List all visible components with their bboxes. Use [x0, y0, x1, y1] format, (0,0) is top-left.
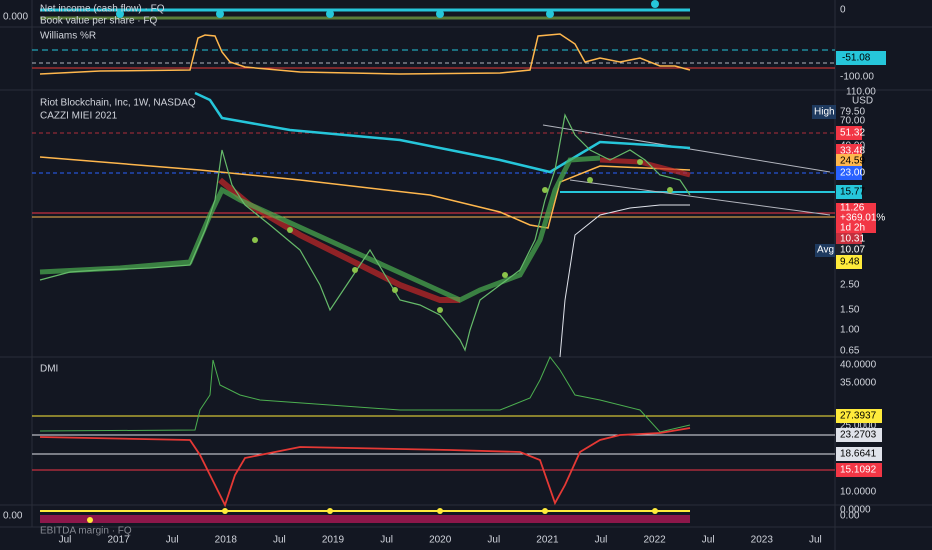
price-lines: [32, 91, 835, 358]
ebitda-left: 0.00: [3, 511, 23, 522]
right-axis-label: 0: [840, 5, 846, 16]
left-axis-label: 0.000: [3, 12, 28, 23]
ebitda-title: EBITDA margin · FQ: [40, 526, 132, 537]
williams-title: Williams %R: [40, 31, 96, 42]
ebitda-strip: [40, 508, 690, 523]
avg-label: Avg: [817, 245, 834, 256]
dmi-tick: 0.0000: [840, 505, 871, 516]
x-tick-label: Jul: [595, 535, 608, 546]
williams-lines: [32, 33, 835, 75]
x-tick-label: Jul: [59, 535, 72, 546]
dmi-tick: 35.0000: [840, 378, 877, 389]
fundamentals-strip: [40, 0, 690, 20]
net-income-label: Net income (cash flow) · FQ: [40, 4, 165, 15]
x-tick-label: 2019: [322, 535, 345, 546]
dmi-tag: 27.3937: [840, 411, 877, 422]
dmi-tick: 25.0000: [840, 421, 877, 432]
price-tick: 1.00: [840, 325, 860, 336]
symbol-title: Riot Blockchain, Inc, 1W, NASDAQ: [40, 98, 196, 109]
price-tick: 70.00: [840, 116, 865, 127]
x-tick-label: 2017: [107, 535, 130, 546]
x-tick-label: 2020: [429, 535, 452, 546]
ebitda-right: 0.00: [840, 511, 860, 522]
dmi-lines: [32, 356, 835, 508]
price-tags: 51.32 33.48 24.59 23.00 15.77 11.26 +369…: [815, 126, 885, 269]
avg-value: 10.07: [840, 245, 865, 256]
price-tick: USD: [852, 96, 873, 107]
high-label: High: [814, 107, 835, 118]
price-tick: 1.50: [840, 305, 860, 316]
dmi-tick: 40.0000: [840, 360, 877, 371]
x-tick-label: Jul: [702, 535, 715, 546]
x-tick-label: 2022: [643, 535, 666, 546]
x-tick-label: Jul: [166, 535, 179, 546]
dmi-tag: 15.1092: [840, 465, 877, 476]
high-label-bg: [812, 105, 836, 119]
price-tag: 24.59: [840, 156, 865, 167]
dmi-tag: 18.6641: [840, 449, 877, 460]
price-tag: 51.32: [840, 128, 865, 139]
dmi-tick: 10.0000: [840, 487, 877, 498]
x-tick-label: Jul: [380, 535, 393, 546]
price-tick: 0.65: [840, 346, 860, 357]
x-axis: Jul 2017 Jul 2018 Jul 2019 Jul 2020 Jul 2021 Jul 20…: [59, 535, 822, 546]
countdown: 1d 2h: [840, 223, 865, 234]
x-tick-label: 2018: [215, 535, 238, 546]
price-tick: 110.00: [846, 87, 876, 98]
dmi-title: DMI: [40, 364, 58, 375]
book-value-label: Book value per share · FQ: [40, 16, 157, 27]
price-tick: 2.50: [840, 280, 860, 291]
dmi-axis: 40.0000 35.0000 25.0000 10.0000 0.0000 2…: [836, 360, 882, 516]
dmi-tag: 23.2703: [840, 430, 877, 441]
x-tick-label: 2021: [536, 535, 559, 546]
x-tick-label: Jul: [273, 535, 286, 546]
price-tag: 15.77: [840, 187, 865, 198]
x-tick-label: Jul: [487, 535, 500, 546]
last-price: 11.26: [840, 203, 865, 214]
indicator-title: CAZZI MIEI 2021: [40, 111, 118, 122]
x-tick-label: Jul: [809, 535, 822, 546]
williams-tag-bg: [836, 51, 886, 65]
price-tag: 9.48: [840, 257, 860, 268]
x-tick-label: 2023: [751, 535, 774, 546]
williams-tick: -100.00: [840, 72, 874, 83]
last-change: +369.01%: [840, 213, 885, 224]
price-tag: 33.48: [840, 146, 865, 157]
price-tag: 10.31: [840, 234, 865, 245]
williams-tag: -51.08: [842, 53, 871, 64]
high-value: 79.50: [840, 107, 865, 118]
price-tag: 23.00: [840, 168, 865, 179]
